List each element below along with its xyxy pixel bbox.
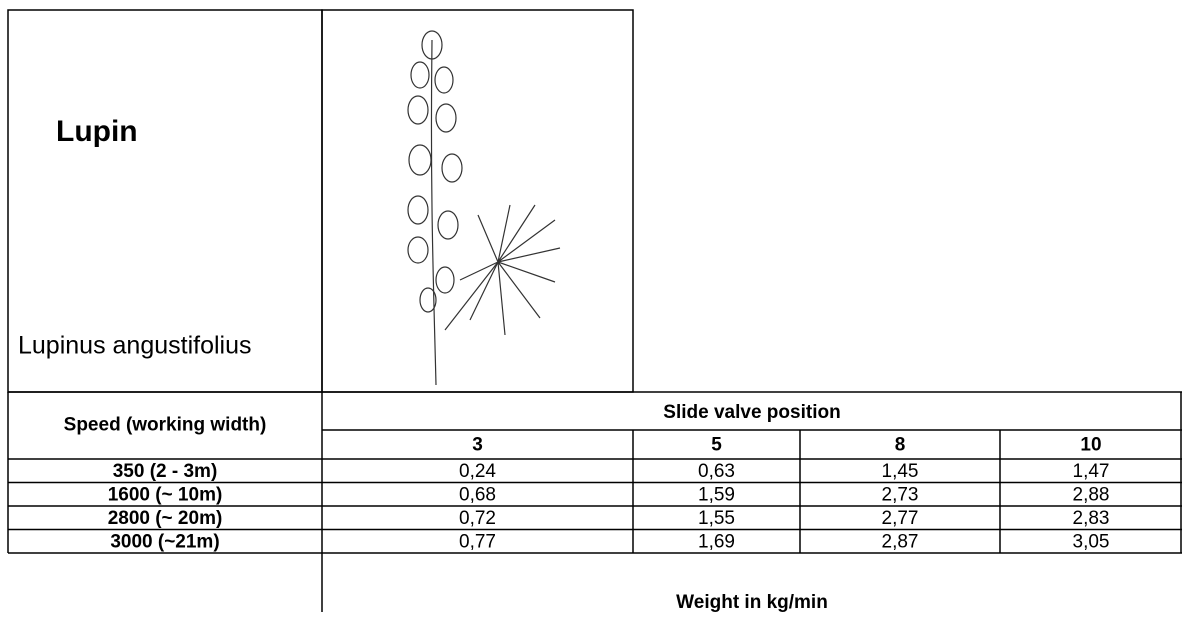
column-header: 8 [895, 435, 906, 456]
cell: 1,47 [1073, 461, 1110, 482]
group-header: Slide valve position [663, 402, 840, 423]
cell: 1,69 [698, 531, 735, 552]
cell: 2,87 [882, 531, 919, 552]
title: Lupin [56, 115, 138, 148]
image-box [321, 9, 634, 393]
row-label: 350 (2 - 3m) [113, 461, 218, 482]
cell: 0,24 [459, 461, 496, 482]
cell: 1,55 [698, 508, 735, 529]
column-header: 10 [1080, 435, 1101, 456]
cell: 0,77 [459, 531, 496, 552]
cell: 0,68 [459, 484, 496, 505]
row-label: 1600 (~ 10m) [108, 484, 223, 505]
footer: Weight in kg/min [676, 592, 828, 612]
cell: 1,45 [882, 461, 919, 482]
cell: 2,77 [882, 508, 919, 529]
cell: 0,72 [459, 508, 496, 529]
cell: 0,63 [698, 461, 735, 482]
plant-illustration [407, 30, 561, 386]
cell: 2,83 [1073, 508, 1110, 529]
column-header: 3 [472, 435, 483, 456]
cell: 2,73 [882, 484, 919, 505]
column-header: 5 [711, 435, 722, 456]
table: Speed (working width) Slide valve positio… [7, 391, 1182, 613]
cell: 3,05 [1073, 531, 1110, 552]
row-header: Speed (working width) [64, 415, 267, 436]
cell: 2,88 [1073, 484, 1110, 505]
row-label: 3000 (~21m) [110, 531, 219, 552]
row-label: 2800 (~ 20m) [108, 508, 223, 529]
subtitle: Lupinus angustifolius [18, 332, 252, 360]
cell: 1,59 [698, 484, 735, 505]
